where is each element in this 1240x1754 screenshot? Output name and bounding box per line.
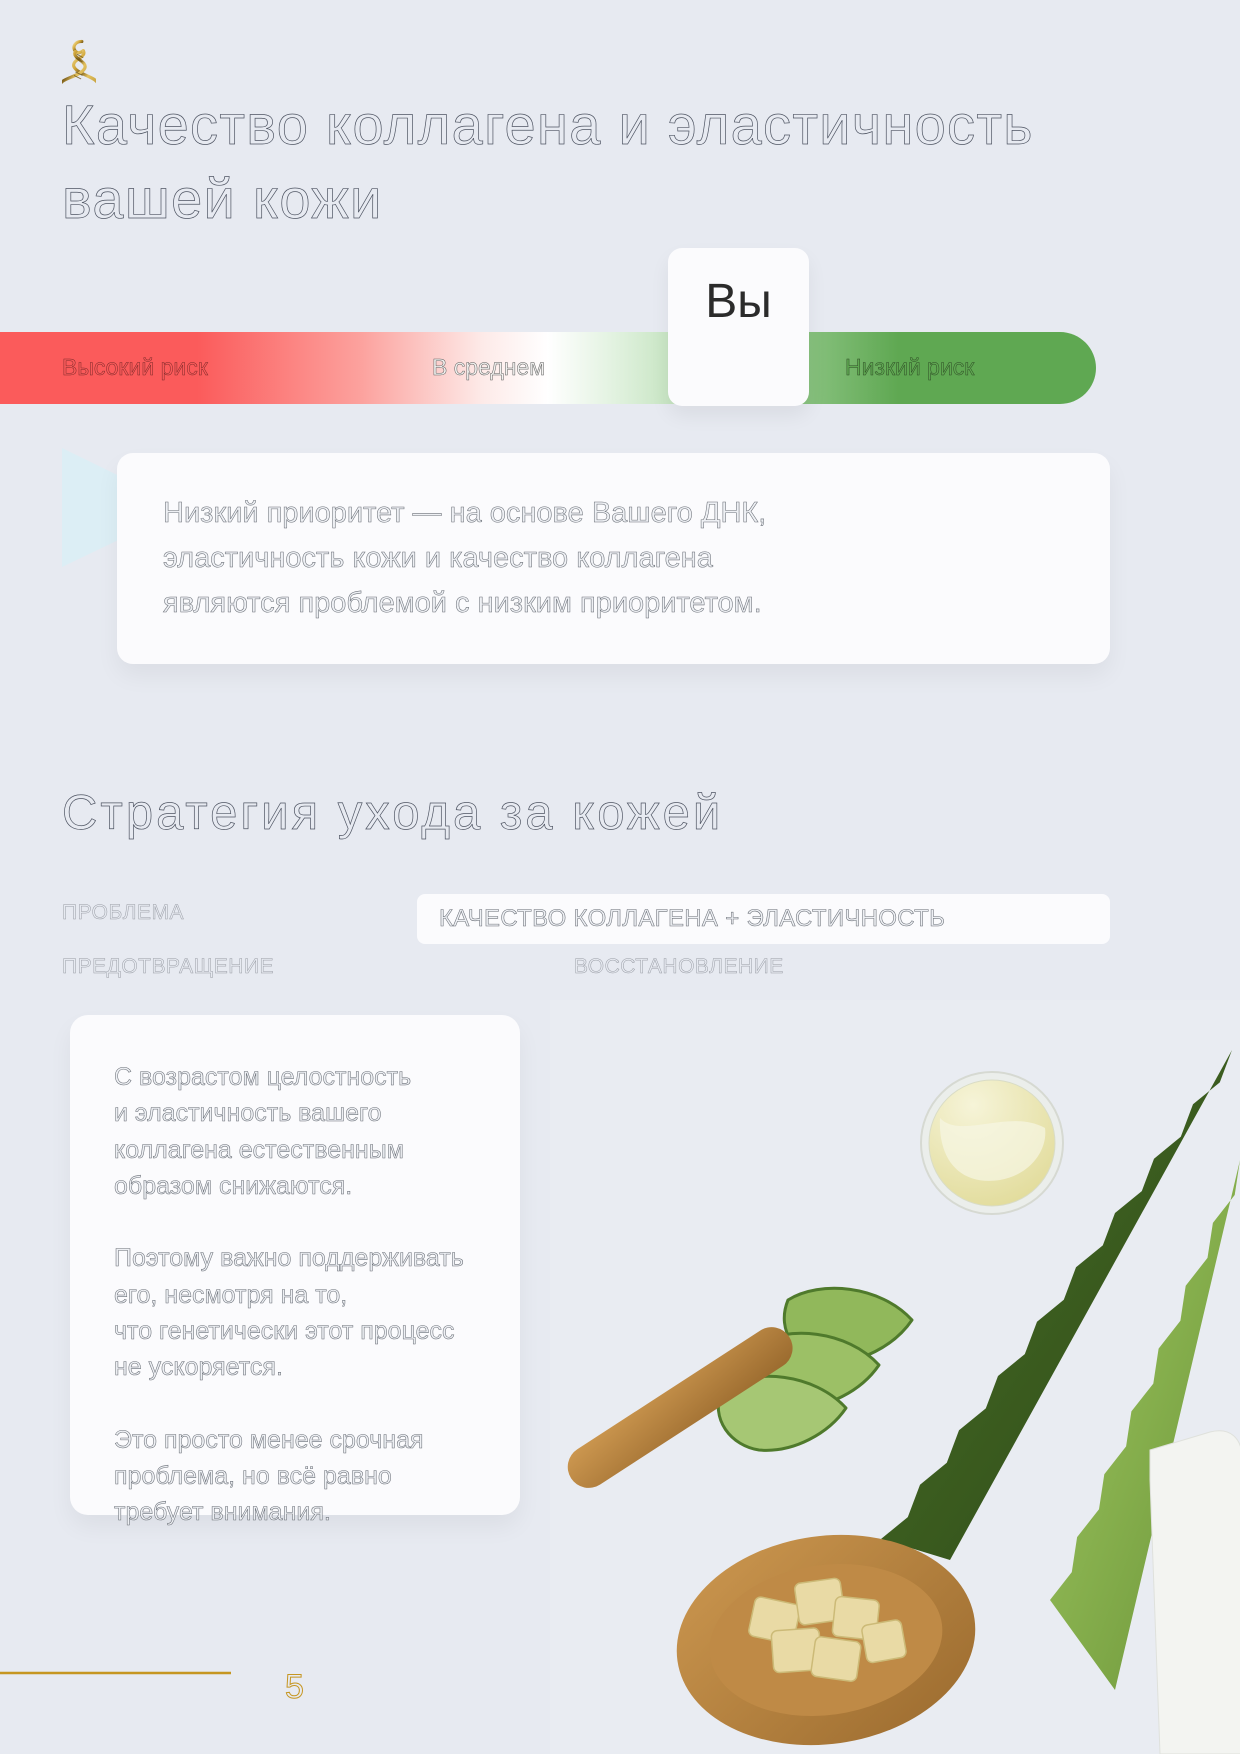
svg-text:5: 5: [285, 1668, 304, 1705]
